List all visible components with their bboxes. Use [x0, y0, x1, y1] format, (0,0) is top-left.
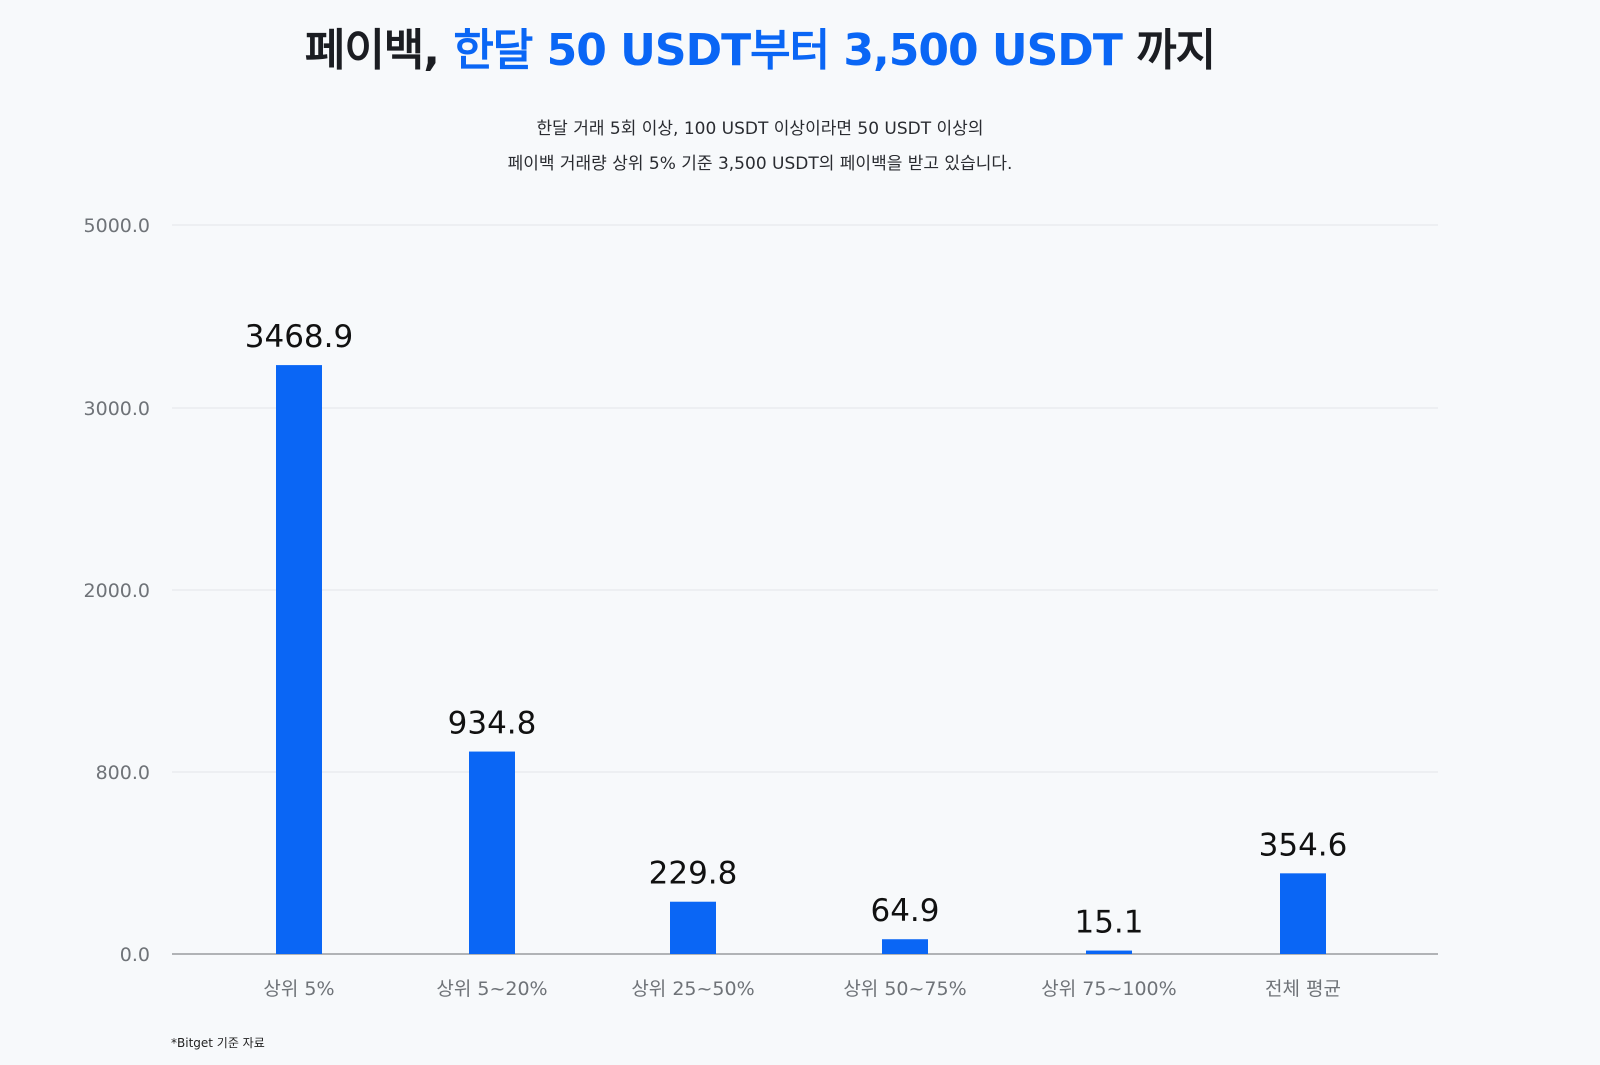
title-suffix: 까지: [1136, 25, 1216, 76]
page-title: 페이백, 한달 50 USDT부터 3,500 USDT 까지: [0, 14, 1520, 78]
y-tick-label: 5000.0: [84, 215, 150, 237]
x-category-label: 상위 75~100%: [1041, 978, 1176, 1000]
bar-value-label: 354.6: [1259, 827, 1348, 863]
source-footnote: *Bitget 기준 자료: [171, 1036, 265, 1050]
x-category-label: 상위 5%: [263, 978, 334, 1000]
bar: [469, 751, 515, 954]
y-tick-label: 3000.0: [84, 398, 150, 420]
bar-value-label: 3468.9: [245, 319, 353, 355]
x-category-label: 전체 평균: [1265, 978, 1341, 1000]
title-accent: 한달 50 USDT부터 3,500 USDT: [453, 25, 1123, 76]
bar-value-label: 229.8: [649, 856, 738, 892]
subtitle-line-1: 한달 거래 5회 이상, 100 USDT 이상이라면 50 USDT 이상의: [536, 119, 984, 139]
bar: [1086, 950, 1132, 954]
bar: [1280, 873, 1326, 954]
subtitle-line-2: 페이백 거래량 상위 5% 기준 3,500 USDT의 페이백을 받고 있습니…: [507, 154, 1013, 174]
x-category-label: 상위 50~75%: [843, 978, 966, 1000]
x-category-label: 상위 5~20%: [436, 978, 547, 1000]
y-tick-label: 800.0: [96, 762, 150, 784]
bar-value-label: 64.9: [870, 893, 939, 929]
y-tick-label: 0.0: [120, 944, 150, 966]
bar-value-label: 934.8: [448, 706, 537, 742]
bar: [670, 901, 716, 954]
bar-value-label: 15.1: [1074, 905, 1143, 941]
bar: [276, 365, 322, 954]
bar: [882, 939, 928, 954]
y-tick-label: 2000.0: [84, 580, 150, 602]
title-prefix: 페이백,: [304, 25, 440, 76]
x-category-label: 상위 25~50%: [631, 978, 754, 1000]
